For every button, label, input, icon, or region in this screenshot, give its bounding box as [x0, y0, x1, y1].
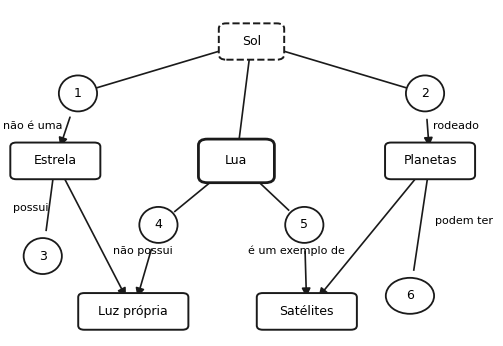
FancyBboxPatch shape: [385, 143, 475, 179]
Ellipse shape: [139, 207, 178, 243]
FancyBboxPatch shape: [198, 139, 275, 183]
Text: 3: 3: [39, 249, 47, 263]
Text: não possui: não possui: [114, 246, 173, 256]
Text: Sol: Sol: [242, 35, 261, 48]
Ellipse shape: [24, 238, 62, 274]
Text: Planetas: Planetas: [403, 154, 457, 167]
Text: Lua: Lua: [225, 154, 247, 167]
FancyBboxPatch shape: [10, 143, 100, 179]
Text: 4: 4: [154, 218, 162, 231]
Text: podem ter: podem ter: [435, 217, 493, 226]
Text: rodeado: rodeado: [433, 121, 478, 131]
FancyBboxPatch shape: [257, 293, 357, 330]
FancyBboxPatch shape: [219, 24, 284, 60]
Ellipse shape: [59, 75, 97, 111]
Text: é um exemplo de: é um exemplo de: [248, 246, 345, 256]
Text: 1: 1: [74, 87, 82, 100]
Ellipse shape: [285, 207, 323, 243]
Text: 2: 2: [421, 87, 429, 100]
FancyBboxPatch shape: [78, 293, 188, 330]
Ellipse shape: [386, 278, 434, 314]
Text: Satélites: Satélites: [280, 305, 334, 318]
Text: 6: 6: [406, 289, 414, 302]
Ellipse shape: [406, 75, 444, 111]
Text: Luz própria: Luz própria: [99, 305, 168, 318]
Text: 5: 5: [300, 218, 308, 231]
Text: possui: possui: [13, 203, 48, 212]
Text: Estrela: Estrela: [34, 154, 77, 167]
Text: não é uma: não é uma: [3, 121, 62, 131]
